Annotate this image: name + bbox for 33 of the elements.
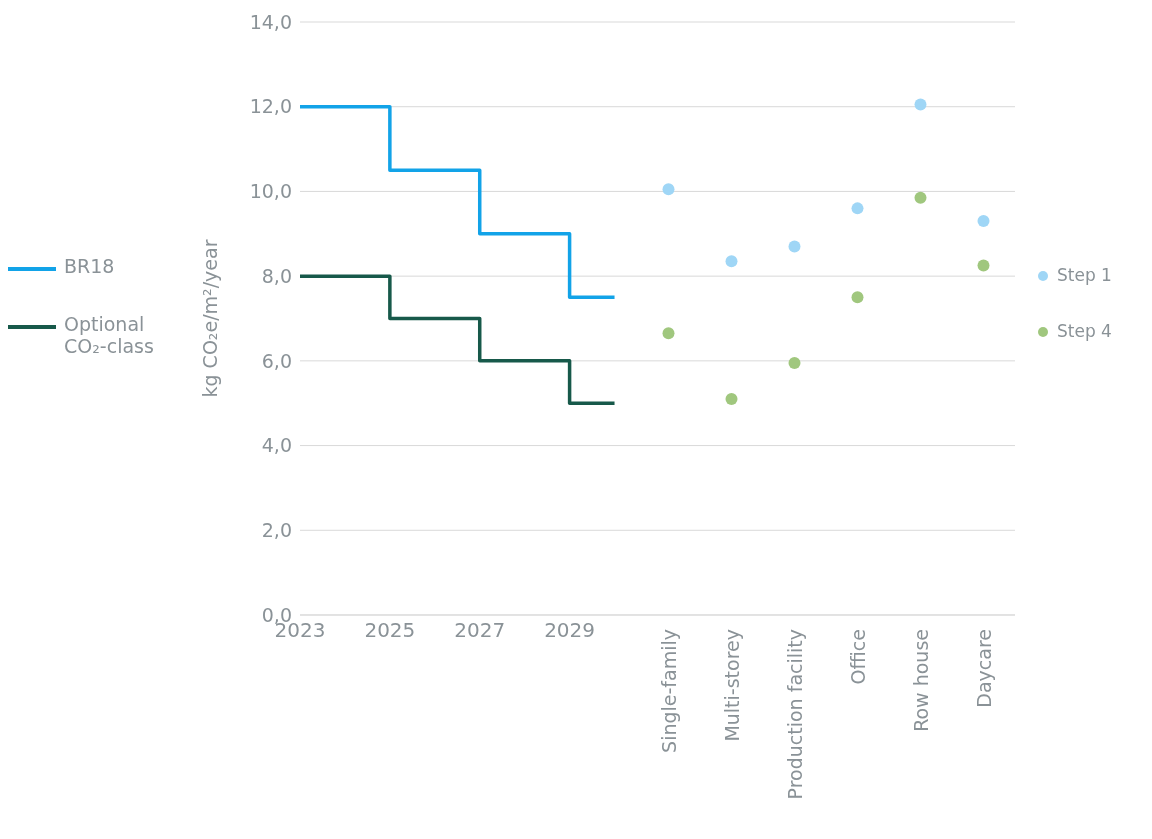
point (851, 202, 864, 215)
point (725, 255, 738, 268)
x-tick-label: Daycare (972, 629, 995, 708)
y-tick-label: 4,0 (261, 434, 292, 457)
y-tick-label: 14,0 (249, 10, 292, 33)
x-tick-label: 2025 (364, 618, 416, 643)
x-tick-label: Multi-storey (720, 629, 743, 742)
y-tick-label: 8,0 (261, 264, 292, 287)
x-tick-label: 2027 (454, 618, 506, 643)
x-tick-label: Single-family (657, 629, 680, 753)
point (788, 240, 801, 253)
legend-label: BR18 (64, 255, 116, 277)
x-tick-label: Row house (909, 629, 932, 732)
x-tick-label: 2029 (544, 618, 596, 643)
point (662, 183, 675, 196)
point (788, 356, 801, 369)
legend-label: Step 1 (1057, 265, 1113, 285)
point (851, 291, 864, 304)
y-axis-title: kg CO₂e/m²/year (198, 239, 221, 398)
x-tick-label: Production facility (783, 629, 806, 800)
point (977, 215, 990, 228)
point (662, 327, 675, 340)
y-tick-label: 10,0 (249, 180, 292, 203)
point (914, 191, 927, 204)
y-tick-label: 2,0 (261, 519, 292, 542)
point (914, 98, 927, 111)
y-tick-label: 12,0 (249, 95, 292, 118)
point (977, 259, 990, 272)
y-tick-label: 6,0 (261, 349, 292, 372)
legend-label: Step 4 (1057, 321, 1113, 341)
legend-label: Optional CO₂-class (64, 313, 155, 357)
x-tick-label: Office (846, 629, 869, 685)
point (725, 392, 738, 405)
